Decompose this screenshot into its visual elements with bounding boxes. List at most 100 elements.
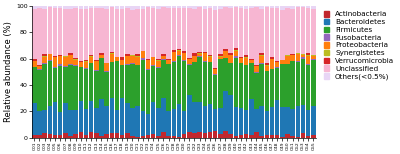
Bar — [156, 61, 160, 67]
Bar — [156, 67, 160, 68]
Bar — [53, 56, 57, 57]
Bar — [84, 60, 88, 61]
Bar — [311, 135, 316, 138]
Bar — [301, 57, 305, 59]
Bar — [146, 6, 150, 7]
Bar — [74, 58, 78, 59]
Bar — [115, 57, 119, 61]
Bar — [218, 54, 222, 56]
Bar — [110, 62, 114, 98]
Bar — [130, 64, 135, 108]
Bar — [37, 66, 42, 69]
Bar — [187, 58, 192, 59]
Bar — [110, 54, 114, 62]
Bar — [192, 102, 197, 133]
Bar — [228, 6, 233, 8]
Bar — [146, 7, 150, 59]
Bar — [79, 9, 83, 61]
Bar — [151, 8, 155, 57]
Bar — [104, 71, 109, 72]
Bar — [156, 59, 160, 60]
Bar — [74, 134, 78, 138]
Bar — [141, 10, 145, 51]
Bar — [166, 8, 171, 59]
Bar — [141, 51, 145, 58]
Bar — [151, 65, 155, 66]
Bar — [208, 55, 212, 57]
Bar — [275, 62, 279, 67]
Bar — [120, 57, 124, 60]
Bar — [290, 8, 295, 54]
Bar — [254, 7, 259, 65]
Bar — [161, 132, 166, 138]
Bar — [182, 60, 186, 61]
Bar — [104, 134, 109, 138]
Bar — [125, 64, 130, 65]
Bar — [42, 9, 47, 54]
Bar — [53, 135, 57, 138]
Bar — [104, 72, 109, 106]
Bar — [130, 136, 135, 138]
Bar — [156, 136, 160, 138]
Bar — [151, 57, 155, 65]
Bar — [306, 136, 310, 138]
Bar — [68, 65, 73, 110]
Bar — [182, 111, 186, 134]
Bar — [265, 6, 269, 7]
Bar — [249, 8, 254, 59]
Bar — [306, 56, 310, 64]
Bar — [120, 6, 124, 8]
Bar — [218, 6, 222, 9]
Bar — [198, 102, 202, 132]
Bar — [311, 106, 316, 135]
Bar — [311, 59, 316, 60]
Bar — [141, 6, 145, 10]
Bar — [84, 68, 88, 69]
Bar — [270, 135, 274, 138]
Bar — [265, 135, 269, 138]
Bar — [146, 69, 150, 70]
Bar — [218, 9, 222, 54]
Bar — [198, 56, 202, 57]
Bar — [270, 6, 274, 8]
Bar — [208, 132, 212, 138]
Bar — [84, 135, 88, 138]
Bar — [198, 6, 202, 7]
Bar — [136, 9, 140, 54]
Bar — [275, 8, 279, 61]
Bar — [89, 101, 93, 132]
Bar — [161, 59, 166, 60]
Bar — [156, 60, 160, 61]
Bar — [234, 58, 238, 107]
Bar — [244, 58, 248, 65]
Bar — [125, 6, 130, 8]
Bar — [125, 56, 130, 64]
Bar — [110, 52, 114, 53]
Bar — [94, 133, 98, 138]
Bar — [187, 95, 192, 132]
Bar — [151, 66, 155, 102]
Bar — [244, 57, 248, 58]
Bar — [244, 65, 248, 110]
Bar — [301, 6, 305, 7]
Bar — [192, 53, 197, 56]
Bar — [260, 64, 264, 106]
Bar — [166, 6, 171, 8]
Bar — [89, 63, 93, 101]
Bar — [136, 56, 140, 57]
Bar — [311, 6, 316, 9]
Bar — [198, 57, 202, 102]
Bar — [275, 135, 279, 138]
Bar — [99, 53, 104, 55]
Bar — [125, 65, 130, 103]
Bar — [68, 55, 73, 64]
Bar — [296, 7, 300, 53]
Bar — [270, 59, 274, 69]
Bar — [177, 55, 181, 56]
Bar — [306, 65, 310, 110]
Bar — [244, 134, 248, 138]
Bar — [306, 53, 310, 55]
Bar — [177, 50, 181, 51]
Bar — [42, 64, 47, 110]
Bar — [161, 60, 166, 99]
